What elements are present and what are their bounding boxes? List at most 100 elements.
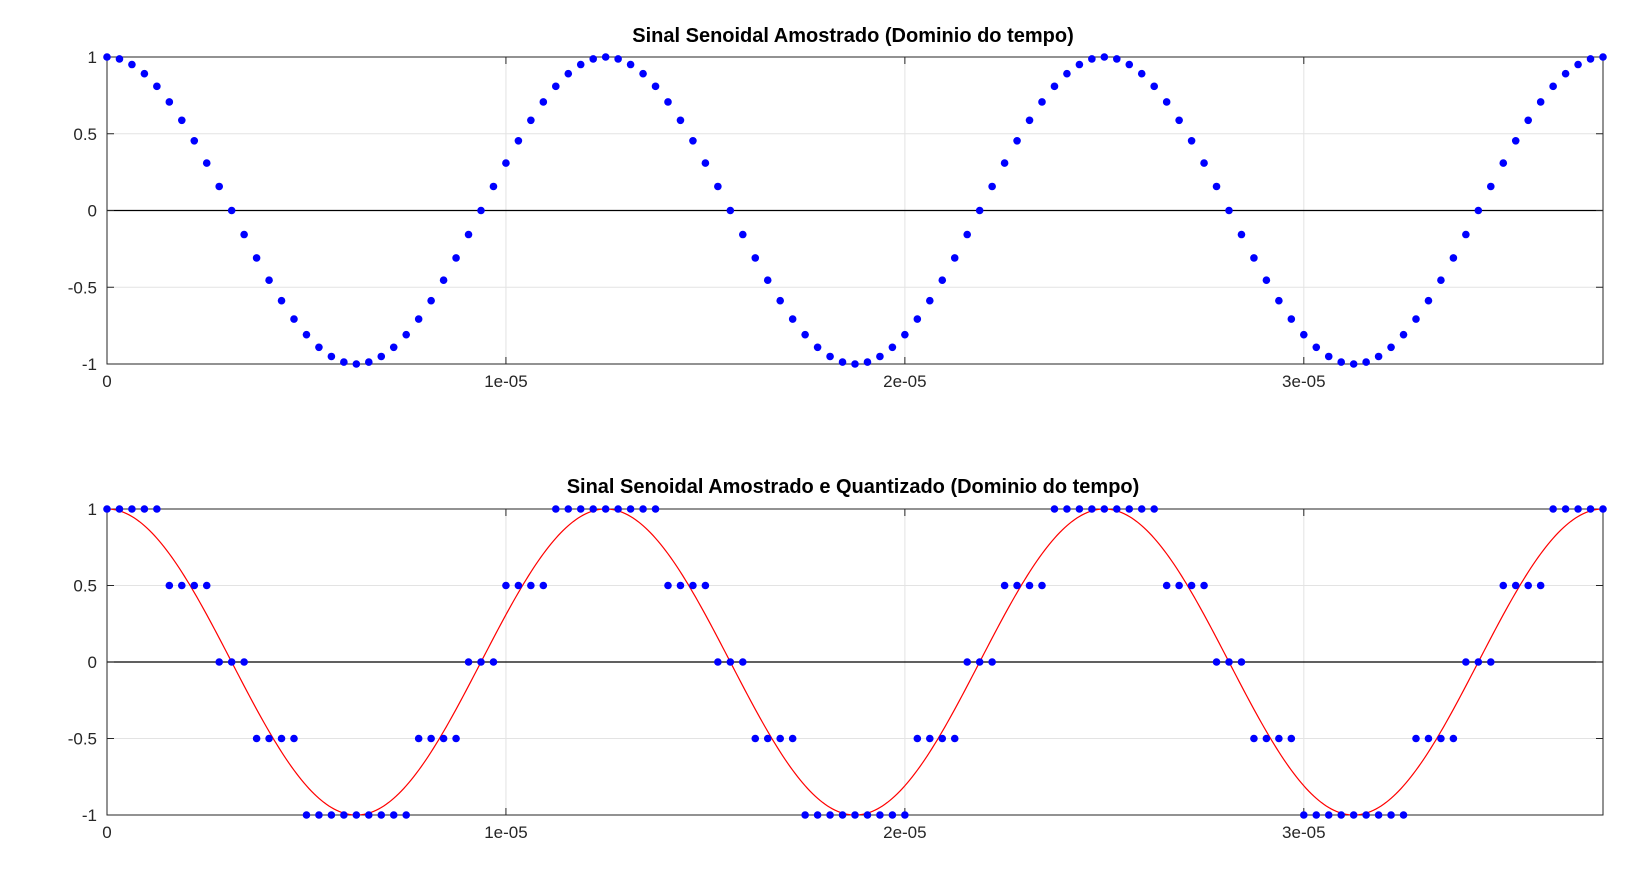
sample-point [1013, 137, 1021, 145]
quantized-sample-point [788, 734, 797, 743]
quantized-sample-point [439, 734, 448, 743]
sample-point [414, 315, 423, 323]
quantized-sample-point [1349, 811, 1358, 819]
quantized-sample-point [913, 734, 922, 743]
sample-point [190, 137, 199, 145]
quantized-sample-point [103, 505, 111, 513]
quantized-sample-point [153, 505, 161, 513]
plot-sampled-signal: Sinal Senoidal Amostrado (Dominio do tem… [68, 25, 1607, 391]
quantized-sample-point [813, 811, 822, 819]
quantized-sample-point [1300, 811, 1308, 819]
sample-point [938, 276, 947, 284]
quantized-sample-point [539, 581, 548, 590]
sample-point [315, 343, 323, 352]
quantized-sample-point [1474, 658, 1483, 666]
sample-point [639, 69, 647, 78]
sample-point [1287, 315, 1296, 323]
quantized-sample-point [477, 658, 485, 666]
sample-point [739, 230, 747, 239]
x-tick-label: 0 [102, 372, 111, 391]
sample-point [452, 254, 460, 262]
sample-point [1050, 82, 1059, 91]
quantized-sample-point [876, 811, 884, 819]
sample-point [1100, 53, 1109, 61]
quantized-sample-point [689, 581, 697, 590]
quantized-sample-point [128, 505, 136, 513]
quantized-sample-point [227, 658, 236, 666]
quantized-sample-point [389, 811, 398, 819]
quantized-sample-point [1063, 505, 1071, 513]
sample-point [1437, 276, 1445, 284]
sample-point [1125, 60, 1134, 69]
quantized-sample-point [1561, 505, 1570, 513]
y-tick-label: 1 [88, 48, 97, 67]
sample-point [601, 53, 610, 61]
quantized-sample-point [377, 811, 386, 819]
sample-point [427, 296, 435, 305]
sample-point [1499, 159, 1508, 167]
sample-point [626, 60, 635, 69]
sample-point [165, 98, 174, 106]
quantized-sample-point [901, 811, 909, 819]
sample-point [290, 315, 298, 323]
quantized-sample-point [252, 734, 261, 743]
quantized-sample-point [1237, 658, 1246, 666]
quantized-sample-point [1013, 581, 1021, 590]
sample-point [240, 230, 248, 239]
quantized-sample-point [564, 505, 573, 513]
quantized-sample-point [975, 658, 984, 666]
quantized-sample-point [277, 734, 286, 743]
quantized-sample-point [502, 581, 510, 590]
quantized-sample-point [626, 505, 635, 513]
sample-point [103, 53, 111, 61]
y-tick-label: 0 [88, 653, 97, 672]
sample-point [1349, 360, 1358, 368]
quantized-sample-point [315, 811, 323, 819]
quantized-sample-point [1212, 658, 1221, 666]
sample-point [701, 159, 710, 167]
quantized-sample-point [763, 734, 772, 743]
sample-point [801, 330, 809, 339]
sample-point [1599, 53, 1607, 61]
quantized-sample-point [1374, 811, 1383, 819]
quantized-sample-point [1449, 734, 1458, 743]
sample-point [614, 55, 622, 63]
quantized-sample-point [1362, 811, 1370, 819]
quantized-sample-point [1088, 505, 1096, 513]
sample-point [1549, 82, 1557, 91]
quantized-sample-point [1075, 505, 1084, 513]
x-tick-label: 2e-05 [883, 372, 926, 391]
x-tick-label: 0 [102, 823, 111, 842]
chart-title: Sinal Senoidal Amostrado (Dominio do tem… [632, 25, 1074, 47]
quantized-sample-point [714, 658, 722, 666]
quantized-sample-point [552, 505, 560, 513]
sample-point [975, 206, 984, 215]
sample-point [277, 296, 286, 305]
chart-title: Sinal Senoidal Amostrado e Quantizado (D… [567, 476, 1140, 498]
sample-point [776, 296, 784, 305]
quantized-sample-point [1262, 734, 1271, 743]
sample-point [1574, 60, 1582, 69]
quantized-sample-point [452, 734, 460, 743]
sample-point [888, 343, 897, 352]
quantized-sample-point [265, 734, 273, 743]
sample-point [527, 116, 535, 125]
sample-point [826, 352, 834, 361]
quantized-sample-point [701, 581, 710, 590]
quantized-sample-point [1287, 734, 1296, 743]
quantized-sample-point [1200, 581, 1208, 590]
sample-point [751, 254, 760, 262]
y-tick-label: -1 [82, 355, 97, 374]
quantized-sample-point [776, 734, 784, 743]
quantized-sample-point [1137, 505, 1146, 513]
sample-point [763, 276, 772, 284]
quantized-sample-point [1549, 505, 1557, 513]
quantized-sample-point [676, 581, 685, 590]
quantized-sample-point [1599, 505, 1607, 513]
sample-point [252, 254, 261, 262]
sample-point [651, 82, 660, 91]
sample-point [1237, 230, 1246, 239]
quantized-sample-point [1424, 734, 1433, 743]
sample-point [1300, 330, 1308, 339]
sample-point [676, 116, 685, 125]
